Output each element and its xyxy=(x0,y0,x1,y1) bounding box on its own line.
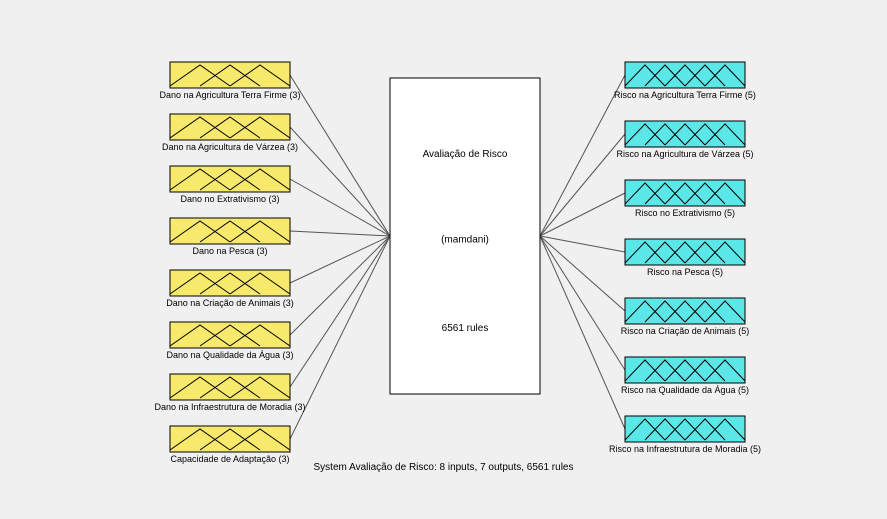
input-label: Capacidade de Adaptação (3) xyxy=(170,454,289,464)
input-var: Dano na Agricultura Terra Firme (3) xyxy=(160,62,301,100)
center-title: Avaliação de Risco xyxy=(423,149,508,160)
input-label: Dano na Agricultura Terra Firme (3) xyxy=(160,90,301,100)
output-var: Risco na Agricultura de Várzea (5) xyxy=(616,121,753,159)
input-box xyxy=(170,218,290,244)
fis-diagram: Avaliação de Risco (mamdani) 6561 rules Da… xyxy=(0,0,887,519)
footer-text: System Avaliação de Risco: 8 inputs, 7 o… xyxy=(314,462,574,473)
output-box xyxy=(625,357,745,383)
output-box xyxy=(625,180,745,206)
center-type: (mamdani) xyxy=(441,234,489,245)
output-var: Risco na Agricultura Terra Firme (5) xyxy=(614,62,756,100)
input-box xyxy=(170,374,290,400)
input-label: Dano na Criação de Animais (3) xyxy=(166,298,294,308)
input-label: Dano na Qualidade da Água (3) xyxy=(166,350,293,360)
input-label: Dano na Infraestrutura de Moradia (3) xyxy=(154,402,305,412)
input-label: Dano no Extrativismo (3) xyxy=(180,194,279,204)
input-box xyxy=(170,166,290,192)
input-var: Dano na Criação de Animais (3) xyxy=(166,270,294,308)
input-box xyxy=(170,426,290,452)
input-var: Dano na Agricultura de Várzea (3) xyxy=(162,114,298,152)
input-box xyxy=(170,270,290,296)
output-var: Risco na Criação de Animais (5) xyxy=(621,298,750,336)
output-label: Risco na Criação de Animais (5) xyxy=(621,326,750,336)
input-var: Dano na Qualidade da Água (3) xyxy=(166,322,293,360)
output-box xyxy=(625,239,745,265)
output-box xyxy=(625,416,745,442)
output-label: Risco na Pesca (5) xyxy=(647,267,723,277)
output-label: Risco na Qualidade da Água (5) xyxy=(621,385,749,395)
output-box xyxy=(625,121,745,147)
input-label: Dano na Agricultura de Várzea (3) xyxy=(162,142,298,152)
input-box xyxy=(170,114,290,140)
output-label: Risco no Extrativismo (5) xyxy=(635,208,735,218)
output-var: Risco na Pesca (5) xyxy=(625,239,745,277)
input-var: Dano na Infraestrutura de Moradia (3) xyxy=(154,374,305,412)
output-label: Risco na Agricultura Terra Firme (5) xyxy=(614,90,756,100)
input-label: Dano na Pesca (3) xyxy=(192,246,267,256)
input-box xyxy=(170,322,290,348)
input-box xyxy=(170,62,290,88)
input-var: Dano na Pesca (3) xyxy=(170,218,290,256)
output-var: Risco na Qualidade da Água (5) xyxy=(621,357,749,395)
input-var: Dano no Extrativismo (3) xyxy=(170,166,290,204)
output-box xyxy=(625,62,745,88)
output-var: Risco no Extrativismo (5) xyxy=(625,180,745,218)
center-rules: 6561 rules xyxy=(442,323,489,334)
output-var: Risco na Infraestrutura de Moradia (5) xyxy=(609,416,761,454)
output-label: Risco na Agricultura de Várzea (5) xyxy=(616,149,753,159)
input-var: Capacidade de Adaptação (3) xyxy=(170,426,290,464)
output-label: Risco na Infraestrutura de Moradia (5) xyxy=(609,444,761,454)
output-box xyxy=(625,298,745,324)
